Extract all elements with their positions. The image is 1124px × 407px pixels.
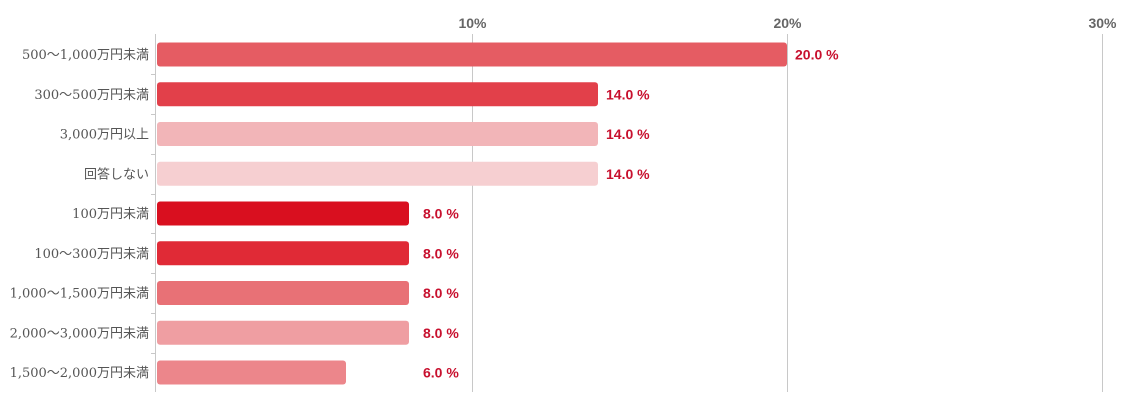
value-label: 8.0 %: [423, 325, 459, 341]
bar: [157, 360, 346, 385]
category-label: 回答しない: [84, 166, 149, 182]
x-tick-label: 10%: [458, 15, 487, 31]
category-label: 100万円未満: [72, 207, 149, 222]
category-label: 300〜500万円未満: [34, 88, 149, 103]
category-label: 3,000万円以上: [60, 128, 149, 143]
x-tick-label: 30%: [1088, 15, 1117, 31]
category-label: 2,000〜3,000万円未満: [10, 326, 149, 341]
bar: [157, 241, 409, 266]
value-label: 14.0 %: [606, 86, 650, 102]
value-label: 6.0 %: [423, 365, 459, 381]
bar: [157, 320, 409, 345]
bar: [157, 281, 409, 305]
category-label: 500〜1,000万円未満: [22, 48, 149, 63]
category-label: 100〜300万円未満: [34, 247, 149, 262]
value-label: 8.0 %: [423, 285, 459, 301]
value-label: 8.0 %: [423, 245, 459, 261]
category-label: 1,500〜2,000万円未満: [10, 366, 149, 381]
value-label: 14.0 %: [606, 166, 650, 182]
value-label: 20.0 %: [795, 47, 839, 63]
bar: [157, 82, 598, 107]
bar: [157, 42, 787, 67]
category-label: 1,000〜1,500万円未満: [10, 287, 149, 302]
value-label: 14.0 %: [606, 126, 650, 142]
bar: [157, 161, 598, 186]
bar: [157, 201, 409, 226]
value-label: 8.0 %: [423, 206, 459, 222]
x-tick-label: 20%: [773, 15, 802, 31]
bar: [157, 122, 598, 146]
